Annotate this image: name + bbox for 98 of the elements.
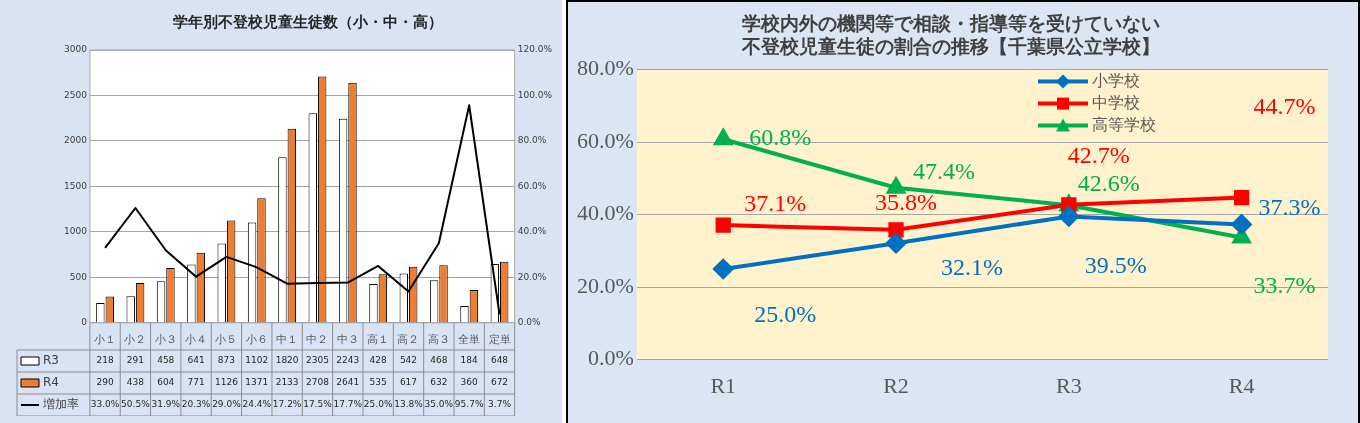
data-label: 218	[96, 355, 114, 366]
data-label: 44.7%	[1253, 92, 1316, 119]
data-label: 648	[490, 355, 509, 366]
data-label: 33.0%	[90, 399, 120, 410]
x-tick-label: 小５	[215, 333, 238, 346]
data-label: 60.8%	[749, 124, 812, 151]
x-tick-label: R1	[710, 372, 737, 398]
x-tick-label: 小４	[185, 333, 208, 346]
data-label: 535	[369, 377, 387, 388]
chart-title: 学校内外の機関等で相談・指導等を受けていない不登校児童生徒の割合の推移【千葉県公立学校】	[741, 12, 1160, 58]
data-label: 2133	[275, 377, 299, 388]
data-label: 632	[430, 377, 448, 388]
legend-label: R3	[43, 353, 59, 368]
y-tick-label: 500	[69, 271, 88, 282]
data-label: 31.9%	[151, 399, 181, 410]
data-label: 47.4%	[913, 158, 976, 185]
data-label: 25.0%	[754, 301, 817, 328]
x-tick-label: 中１	[276, 333, 299, 346]
y-tick-label: 0	[81, 317, 88, 328]
x-tick-label: R2	[883, 372, 909, 398]
data-label: 290	[96, 377, 114, 388]
y2-tick-label: 0.0%	[517, 317, 541, 328]
data-label: 42.6%	[1077, 170, 1140, 197]
y-tick-label: 80.0%	[577, 55, 634, 81]
data-label: 604	[157, 377, 175, 388]
data-label: 2641	[336, 377, 360, 388]
data-label: 20.3%	[181, 399, 211, 410]
data-label: 50.5%	[121, 399, 151, 410]
x-tick-label: R4	[1228, 372, 1255, 398]
y2-tick-label: 120.0%	[517, 44, 553, 55]
data-label: 39.5%	[1084, 251, 1147, 278]
data-label: 37.1%	[744, 190, 807, 217]
y-tick-label: 3000	[64, 44, 88, 55]
data-label: 1102	[245, 355, 269, 366]
y-tick-label: 1000	[64, 226, 88, 237]
data-label: 873	[217, 355, 236, 366]
data-label: 291	[126, 355, 145, 366]
data-label: 771	[187, 377, 205, 388]
data-label: 2243	[336, 355, 360, 366]
y-tick-label: 1500	[64, 180, 88, 191]
data-label: 428	[369, 355, 388, 366]
y2-tick-label: 60.0%	[517, 180, 547, 191]
y-tick-label: 20.0%	[577, 272, 634, 298]
x-tick-label: 定単	[488, 333, 511, 346]
data-label: 25.0%	[363, 399, 393, 410]
x-tick-label: 中２	[306, 333, 329, 346]
legend-label: 高等学校	[1092, 114, 1156, 134]
data-label: 24.4%	[242, 399, 272, 410]
x-tick-label: R3	[1055, 372, 1082, 398]
y-tick-label: 2000	[64, 135, 88, 146]
data-label: 1371	[245, 377, 269, 388]
data-label: 360	[460, 377, 479, 388]
data-label: 1126	[214, 377, 239, 388]
y-tick-label: 0.0%	[588, 345, 634, 371]
data-label: 2305	[306, 355, 329, 366]
data-label: 35.0%	[424, 399, 454, 410]
legend-label: 中学校	[1092, 92, 1140, 112]
x-tick-label: 高３	[427, 333, 450, 346]
data-label: 3.7%	[488, 399, 512, 410]
y2-tick-label: 80.0%	[517, 135, 547, 146]
data-label: 542	[399, 355, 418, 366]
x-tick-label: 小２	[124, 333, 147, 346]
data-label: 184	[460, 355, 479, 366]
data-label: 42.7%	[1067, 142, 1130, 169]
data-label: 438	[126, 377, 145, 388]
data-label: 35.8%	[875, 189, 938, 216]
data-label: 458	[157, 355, 175, 366]
data-label: 17.2%	[272, 399, 302, 410]
data-label: 37.3%	[1258, 193, 1321, 220]
data-label: 32.1%	[941, 253, 1004, 280]
x-tick-label: 中３	[336, 333, 359, 346]
legend-label: 小学校	[1092, 70, 1140, 90]
data-label: 2708	[306, 377, 330, 388]
x-tick-label: 高１	[367, 333, 390, 346]
data-label: 468	[430, 355, 448, 366]
y-tick-label: 2500	[64, 89, 88, 100]
data-label: 1820	[275, 355, 299, 366]
x-tick-label: 小６	[245, 333, 268, 346]
data-label: 617	[399, 377, 418, 388]
y2-tick-label: 40.0%	[517, 226, 547, 237]
data-label: 17.7%	[333, 399, 363, 410]
x-tick-label: 小１	[94, 333, 117, 346]
x-tick-label: 全単	[458, 333, 481, 346]
x-tick-label: 高２	[397, 333, 420, 346]
data-label: 17.5%	[303, 399, 333, 410]
data-label: 13.8%	[394, 399, 424, 410]
data-label: 641	[187, 355, 205, 366]
data-label: 672	[490, 377, 509, 388]
y2-tick-label: 20.0%	[517, 271, 547, 282]
y-tick-label: 40.0%	[577, 200, 634, 226]
x-tick-label: 小３	[154, 333, 177, 346]
y2-tick-label: 100.0%	[517, 89, 553, 100]
legend-label: 増加率	[42, 397, 79, 412]
chart-title: 学年別不登校児童生徒数（小・中・高）	[173, 12, 443, 31]
data-label: 95.7%	[454, 399, 484, 410]
data-label: 33.7%	[1253, 271, 1316, 298]
y-tick-label: 60.0%	[577, 127, 634, 153]
data-label: 29.0%	[212, 399, 242, 410]
